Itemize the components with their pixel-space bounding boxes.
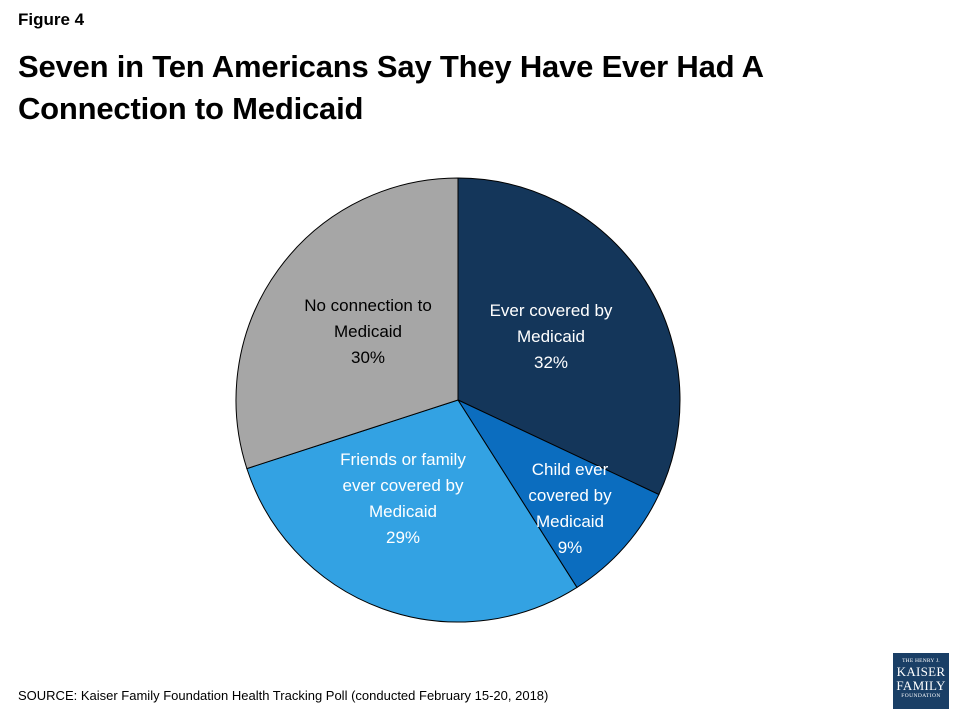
slice-value-4: 30%: [351, 348, 385, 367]
slice-label-3: Friends or family ever covered by Medicaid…: [340, 450, 466, 547]
logo-line-2: KAISER: [896, 664, 946, 679]
slice-label-line: Medicaid: [334, 322, 402, 341]
pie-slice-3: [246, 399, 578, 623]
slice-label-line: No connection to: [304, 296, 432, 315]
slice-label-line: Child ever: [532, 460, 609, 479]
slice-label-line: Medicaid: [369, 502, 437, 521]
pie-slice-4: [235, 177, 459, 470]
slice-value-3: 29%: [386, 528, 420, 547]
slice-value-1: 32%: [534, 353, 568, 372]
logo-line-4: FOUNDATION: [901, 693, 941, 699]
figure-label: Figure 4: [18, 10, 85, 29]
slice-label-line: ever covered by: [343, 476, 464, 495]
pie-slice-2: [456, 398, 660, 589]
logo-line-3: FAMILY: [896, 678, 946, 693]
slice-label-4: No connection to Medicaid 30%: [304, 296, 432, 367]
slice-label-line: Medicaid: [536, 512, 604, 531]
chart-title: Seven in Ten Americans Say They Have Eve…: [18, 49, 763, 126]
slice-label-line: Medicaid: [517, 327, 585, 346]
slice-label-line: covered by: [528, 486, 612, 505]
logo-line-1: THE HENRY J.: [902, 658, 940, 664]
pie-slice-1: [457, 177, 681, 496]
slice-value-2: 9%: [558, 538, 583, 557]
kff-logo: THE HENRY J. KAISER FAMILY FOUNDATION: [893, 653, 949, 709]
source-note: SOURCE: Kaiser Family Foundation Health …: [18, 688, 549, 703]
slice-label-1: Ever covered by Medicaid 32%: [490, 301, 613, 372]
slice-label-line: Ever covered by: [490, 301, 613, 320]
slice-label-2: Child ever covered by Medicaid 9%: [528, 460, 612, 557]
slice-label-line: Friends or family: [340, 450, 466, 469]
